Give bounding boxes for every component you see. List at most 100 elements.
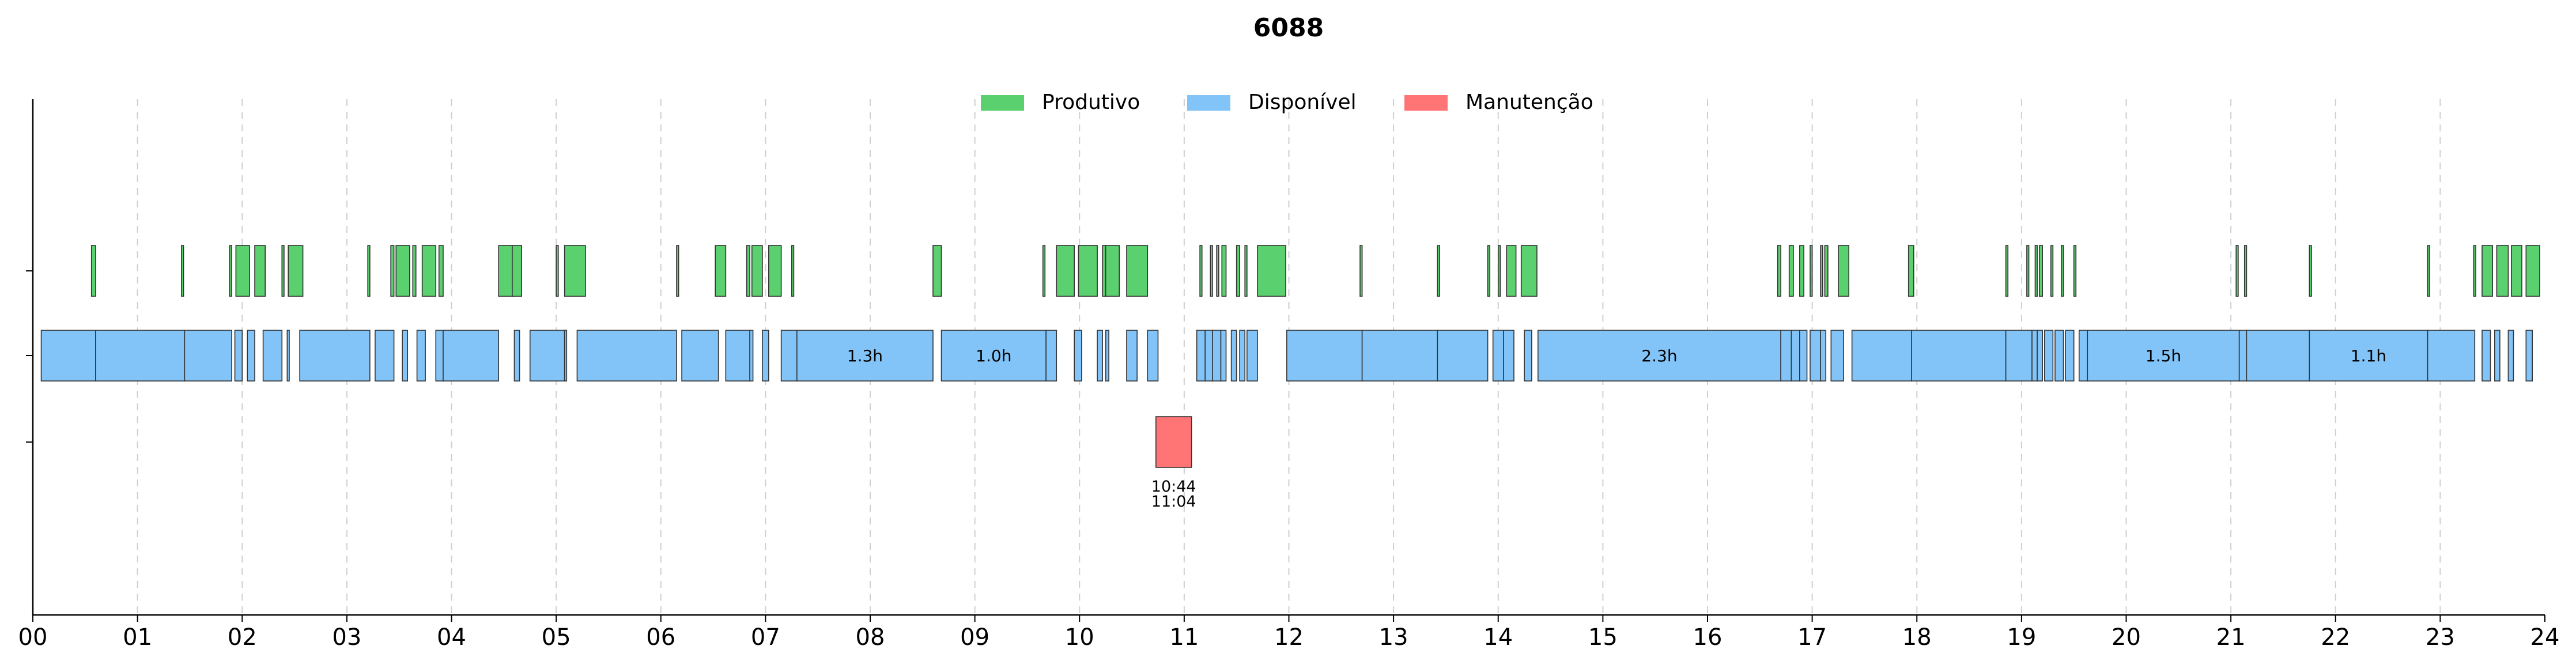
- interval-bar: [181, 245, 184, 297]
- legend-label: Manutenção: [1465, 90, 1593, 114]
- interval-bar: [2494, 330, 2501, 382]
- interval-bar: [2496, 245, 2509, 297]
- x-tick-label: 08: [856, 624, 885, 651]
- x-tick-label: 14: [1483, 624, 1513, 651]
- interval-bar: [1212, 330, 1222, 382]
- interval-bar: [235, 245, 250, 297]
- legend-swatch: [1404, 95, 1448, 111]
- x-tick-label: 21: [2216, 624, 2246, 651]
- interval-bar: [1056, 245, 1075, 297]
- interval-bar: [2309, 245, 2312, 297]
- interval-bar: [725, 330, 750, 382]
- y-ticks: [26, 270, 33, 443]
- x-tick-label: 11: [1169, 624, 1199, 651]
- interval-bar: [2246, 330, 2310, 382]
- interval-bar: [2481, 245, 2493, 297]
- interval-bar: [1045, 330, 1057, 382]
- x-tick-label: 23: [2426, 624, 2455, 651]
- interval-bar: [234, 330, 243, 382]
- interval-bar: [1105, 245, 1120, 297]
- interval-bar: [367, 245, 371, 297]
- x-tick-label: 16: [1693, 624, 1723, 651]
- interval-bar: [2473, 245, 2476, 297]
- interval-bar: [681, 330, 719, 382]
- legend: Produtivo Disponível Manutenção: [981, 90, 1593, 114]
- x-tick-label: 06: [646, 624, 675, 651]
- lane-produtivo: [90, 245, 2540, 297]
- x-tick-label: 05: [542, 624, 571, 651]
- interval-bar: [1537, 330, 1781, 382]
- interval-bar: [1437, 245, 1440, 297]
- interval-bar: [564, 245, 586, 297]
- interval-bar: [1791, 330, 1800, 382]
- x-tick-label: 22: [2321, 624, 2350, 651]
- interval-bar: [443, 330, 500, 382]
- interval-bar: [1830, 330, 1844, 382]
- interval-bar: [2243, 245, 2248, 297]
- interval-bar: [676, 245, 679, 297]
- interval-bar: [1126, 245, 1149, 297]
- interval-bar: [1780, 330, 1792, 382]
- interval-bar: [1230, 330, 1237, 382]
- interval-bar: [762, 330, 769, 382]
- chart-title: 6088: [1253, 13, 1324, 43]
- interval-bar: [1908, 245, 1914, 297]
- x-tick-label: 10: [1065, 624, 1094, 651]
- duration-label: 1.5h: [2146, 346, 2181, 365]
- interval-bar: [1506, 245, 1517, 297]
- interval-bar: [1820, 245, 1823, 297]
- interval-bar: [1487, 245, 1491, 297]
- legend-swatch: [1187, 95, 1230, 111]
- interval-bar: [2078, 330, 2088, 382]
- interval-bar: [1838, 245, 1849, 297]
- interval-bar: [1520, 245, 1538, 297]
- interval-bar: [1102, 245, 1106, 297]
- interval-bar: [1497, 245, 1501, 297]
- interval-bar: [395, 245, 410, 297]
- interval-bar: [1147, 330, 1159, 382]
- interval-bar: [513, 330, 520, 382]
- interval-bar: [1788, 245, 1794, 297]
- legend-swatch: [981, 95, 1024, 111]
- interval-bar: [2065, 330, 2075, 382]
- interval-bar: [2087, 330, 2240, 382]
- duration-label: 2.3h: [1641, 346, 1677, 365]
- interval-bar: [1236, 245, 1240, 297]
- interval-bar: [2238, 330, 2248, 382]
- interval-bar: [90, 245, 96, 297]
- interval-bar: [1244, 245, 1248, 297]
- interval-bar: [780, 330, 798, 382]
- interval-bar: [438, 245, 444, 297]
- interval-bar: [2034, 245, 2038, 297]
- interval-bar: [2507, 330, 2514, 382]
- interval-bar: [1239, 330, 1246, 382]
- interval-bar: [1126, 330, 1138, 382]
- interval-bar: [40, 330, 96, 382]
- interval-bar: [1851, 330, 1912, 382]
- duration-label: 1.3h: [847, 346, 883, 365]
- x-tick-label: 02: [228, 624, 257, 651]
- interval-bar: [2044, 330, 2054, 382]
- x-tick-label: 07: [751, 624, 780, 651]
- interval-bar: [1524, 330, 1532, 382]
- interval-bar: [1359, 245, 1363, 297]
- interval-bar: [1257, 245, 1286, 297]
- interval-bar: [2026, 245, 2030, 297]
- x-tick-label: 13: [1379, 624, 1408, 651]
- interval-bar: [715, 245, 727, 297]
- interval-bar: [2481, 330, 2491, 382]
- interval-bar: [421, 245, 437, 297]
- interval-bar: [1247, 330, 1258, 382]
- interval-bar: [576, 330, 677, 382]
- x-tick-label: 24: [2530, 624, 2560, 651]
- interval-bar: [288, 245, 304, 297]
- interval-bar: [768, 245, 782, 297]
- interval-bar: [564, 330, 568, 382]
- legend-label: Produtivo: [1042, 90, 1140, 114]
- interval-bar: [2525, 330, 2533, 382]
- interval-bar: [2037, 330, 2043, 382]
- interval-bar: [184, 330, 232, 382]
